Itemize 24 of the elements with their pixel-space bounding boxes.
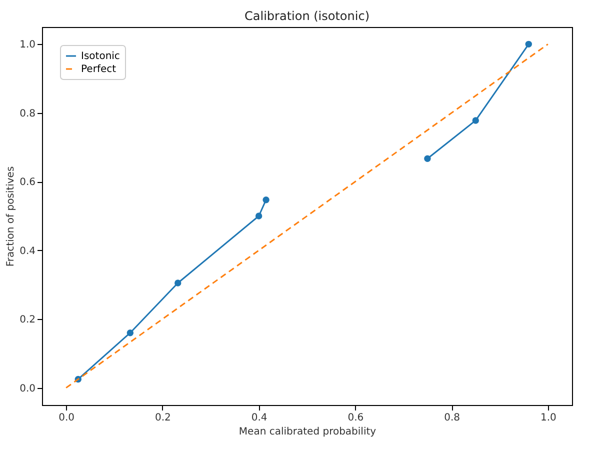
point <box>472 117 479 124</box>
y-tick-label: 0.0 <box>20 383 36 394</box>
x-tick-label: 0.2 <box>155 412 171 424</box>
legend-label: Isotonic <box>81 51 120 62</box>
x-tick-label: 0.4 <box>251 412 268 424</box>
y-tick-label: 1.0 <box>20 40 36 51</box>
point <box>262 196 270 204</box>
point <box>525 40 532 48</box>
y-tick-label: 0.6 <box>20 177 36 188</box>
x-tick-label: 0.8 <box>444 412 460 424</box>
x-tick-label: 0.6 <box>348 412 364 424</box>
point <box>126 329 134 336</box>
x-axis-title: Mean calibrated probability <box>238 426 376 438</box>
x-tick-label: 1.0 <box>540 412 556 424</box>
y-tick-label: 0.2 <box>20 314 36 326</box>
y-tick-label: 0.8 <box>20 108 36 120</box>
chart-title: Calibration (isotonic) <box>244 9 370 23</box>
point <box>424 155 431 162</box>
x-tick-label: 0.0 <box>58 412 75 424</box>
point <box>174 280 182 286</box>
legend-label: Perfect <box>81 64 116 75</box>
y-tick-label: 0.4 <box>20 246 36 257</box>
y-axis-title: Fraction of positives <box>6 166 17 267</box>
point <box>255 212 262 220</box>
